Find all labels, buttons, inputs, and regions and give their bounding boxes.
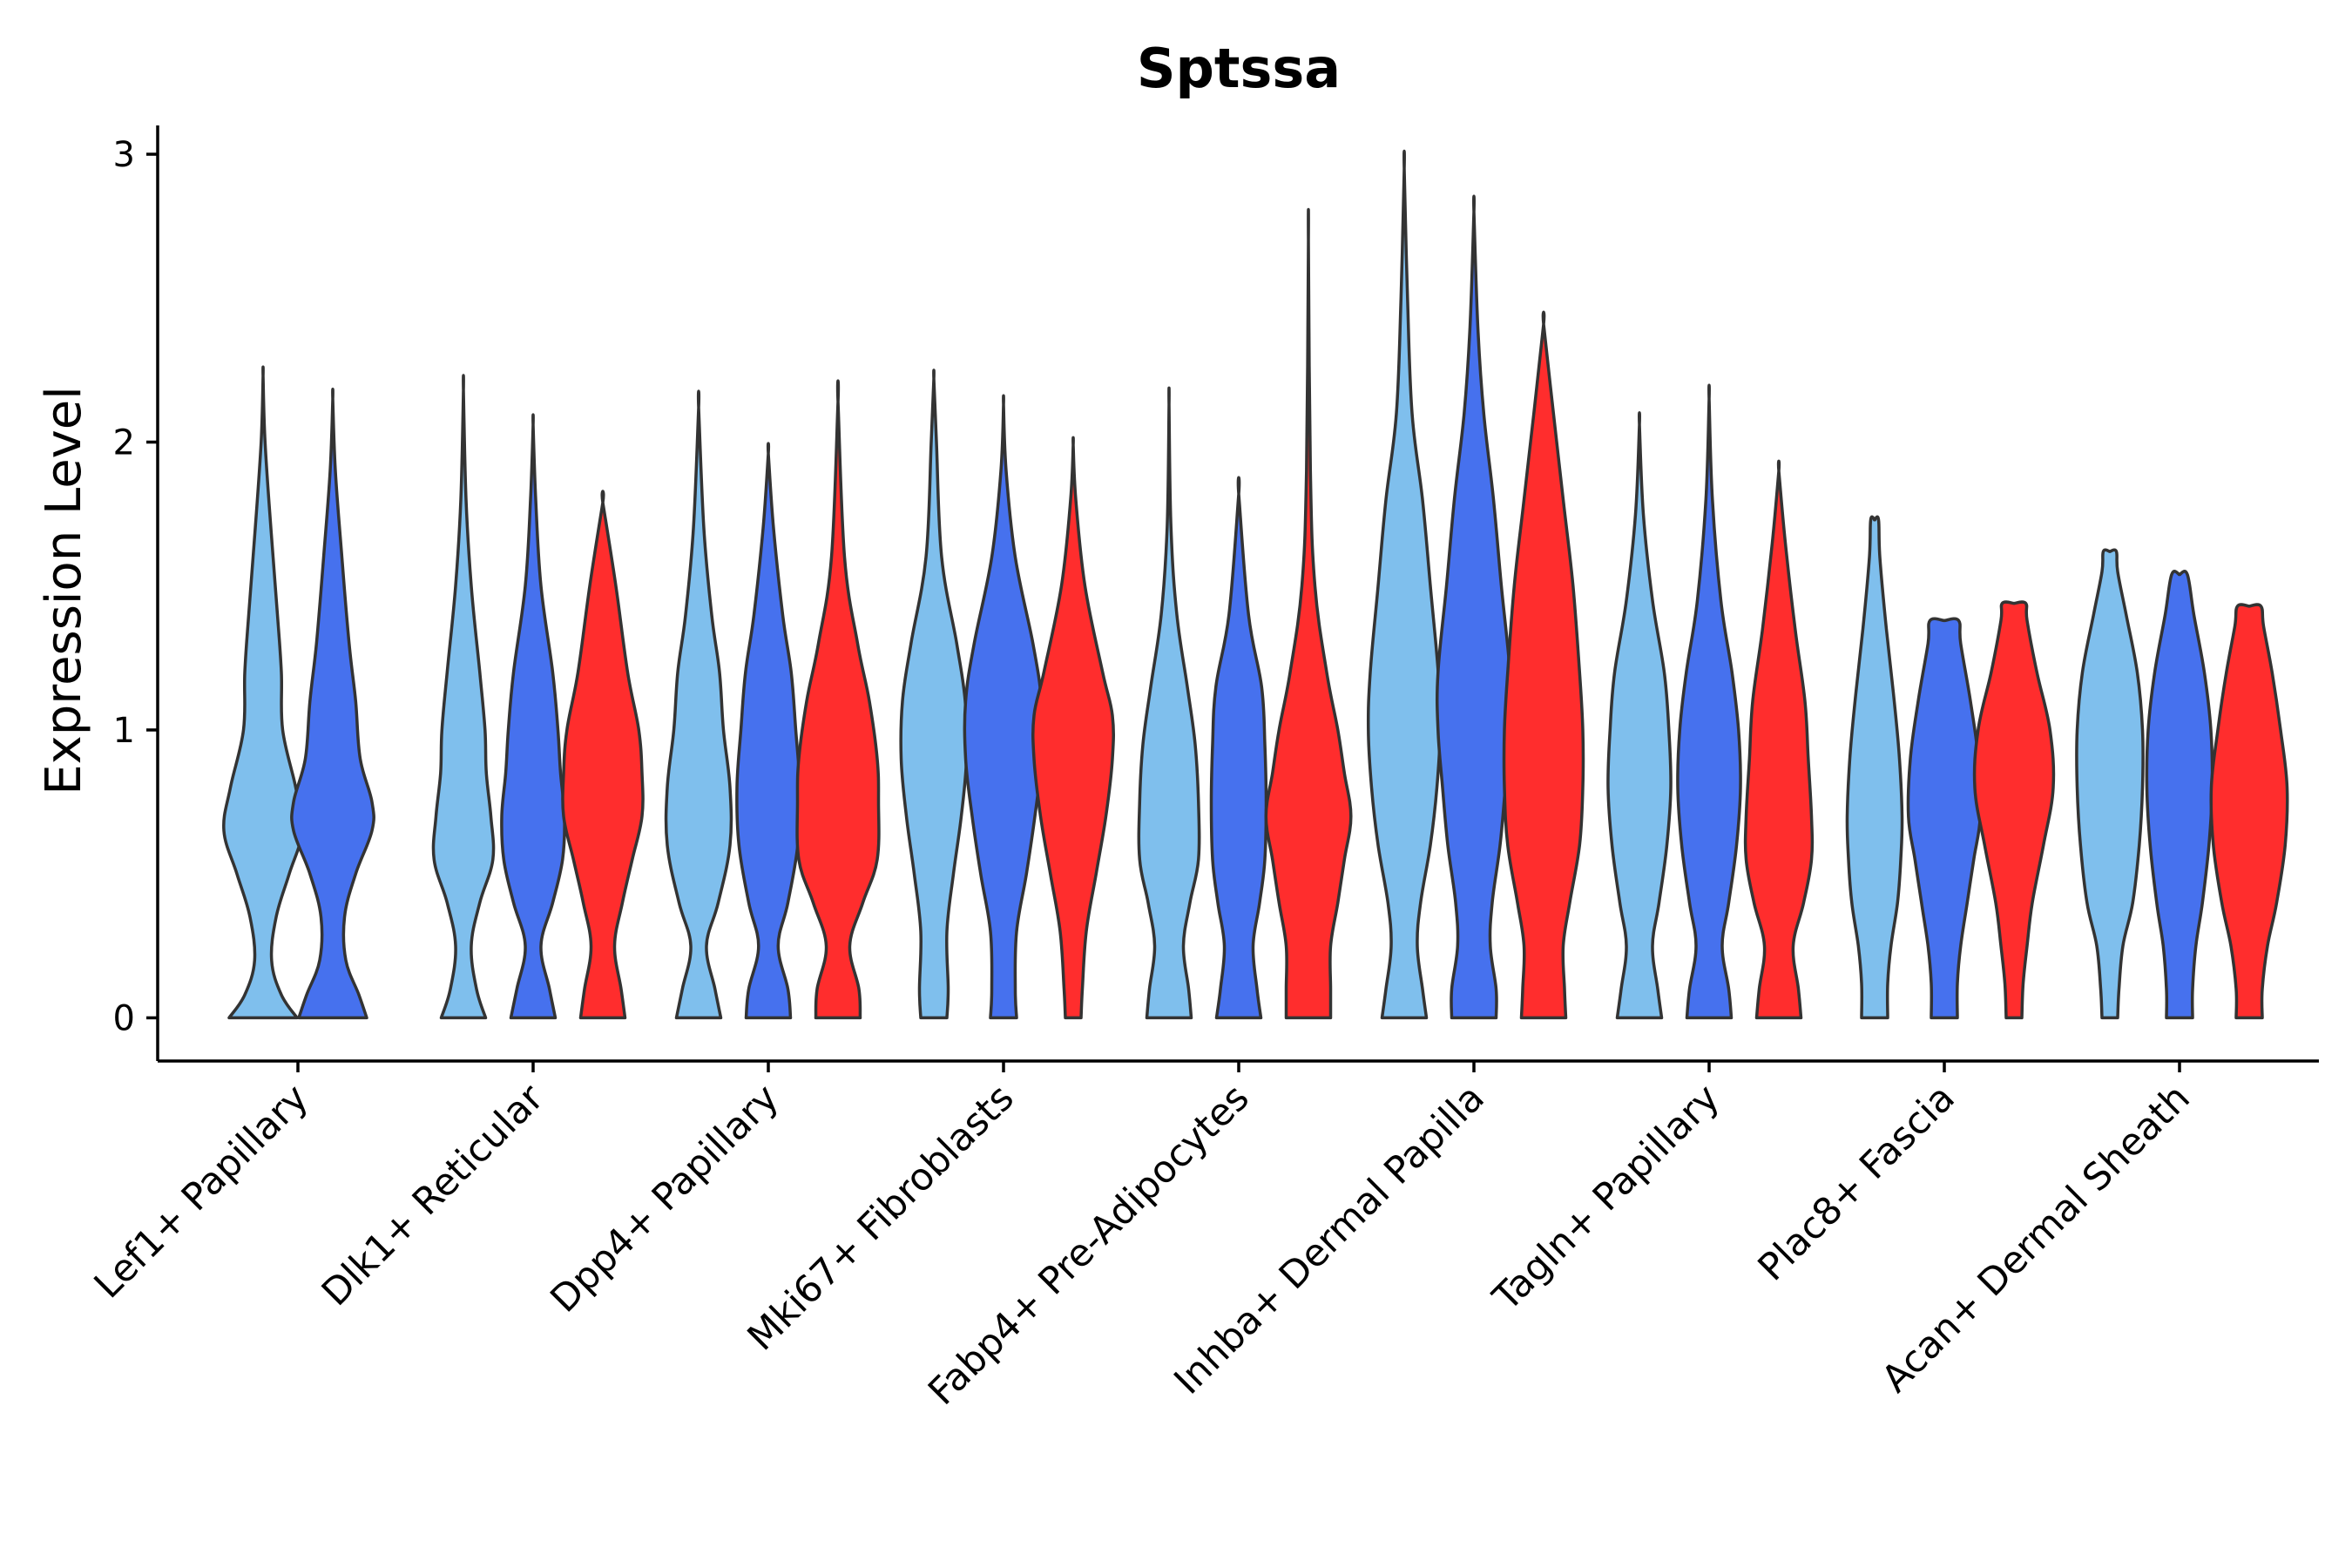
violin-1-2 — [290, 388, 375, 1020]
violin-9-2 — [2145, 570, 2214, 1020]
violin-3-2 — [735, 442, 801, 1020]
x-tick-label: Lef1+ Papillary — [86, 1076, 317, 1307]
violin-7-3 — [1743, 459, 1815, 1020]
violin-1-1 — [222, 365, 304, 1020]
violin-6-1 — [1366, 149, 1443, 1020]
y-tick-label: 1 — [113, 711, 135, 751]
y-tick-label: 2 — [113, 423, 135, 463]
violin-4-1 — [899, 368, 969, 1020]
violin-7-2 — [1676, 383, 1742, 1020]
violin-6-2 — [1435, 194, 1513, 1020]
violin-5-2 — [1209, 476, 1268, 1020]
x-tick-label: Plac8+ Fascia — [1750, 1076, 1963, 1289]
violin-8-1 — [1845, 515, 1904, 1020]
x-tick-label: Tagln+ Papillary — [1484, 1076, 1728, 1320]
y-tick-label: 0 — [113, 998, 135, 1038]
x-tick-label: Dlk1+ Reticular — [314, 1076, 552, 1315]
violin-4-2 — [963, 394, 1044, 1020]
x-tick-label: Dpp4+ Papillary — [543, 1076, 787, 1321]
violin-8-3 — [1972, 600, 2056, 1020]
violin-7-1 — [1606, 411, 1673, 1020]
y-axis-label: Expression Level — [36, 386, 92, 795]
x-tick-label: Mki67+ Fibroblasts — [740, 1076, 1023, 1359]
violin-5-1 — [1137, 386, 1201, 1020]
violin-5-3 — [1264, 207, 1353, 1020]
violin-4-3 — [1031, 436, 1115, 1020]
violin-9-3 — [2209, 603, 2289, 1020]
violins-layer — [222, 149, 2289, 1020]
violin-6-3 — [1502, 310, 1585, 1020]
y-tick-label: 3 — [113, 135, 135, 175]
violin-3-3 — [795, 379, 881, 1020]
violin-2-1 — [431, 374, 496, 1020]
violin-8-2 — [1906, 617, 1983, 1020]
violin-9-1 — [2075, 548, 2145, 1020]
chart-title: Sptssa — [1137, 37, 1341, 100]
violin-3-1 — [664, 389, 733, 1020]
violin-2-3 — [561, 490, 645, 1020]
y-axis: 0 1 2 3 — [113, 125, 159, 1061]
violin-2-2 — [500, 413, 566, 1020]
